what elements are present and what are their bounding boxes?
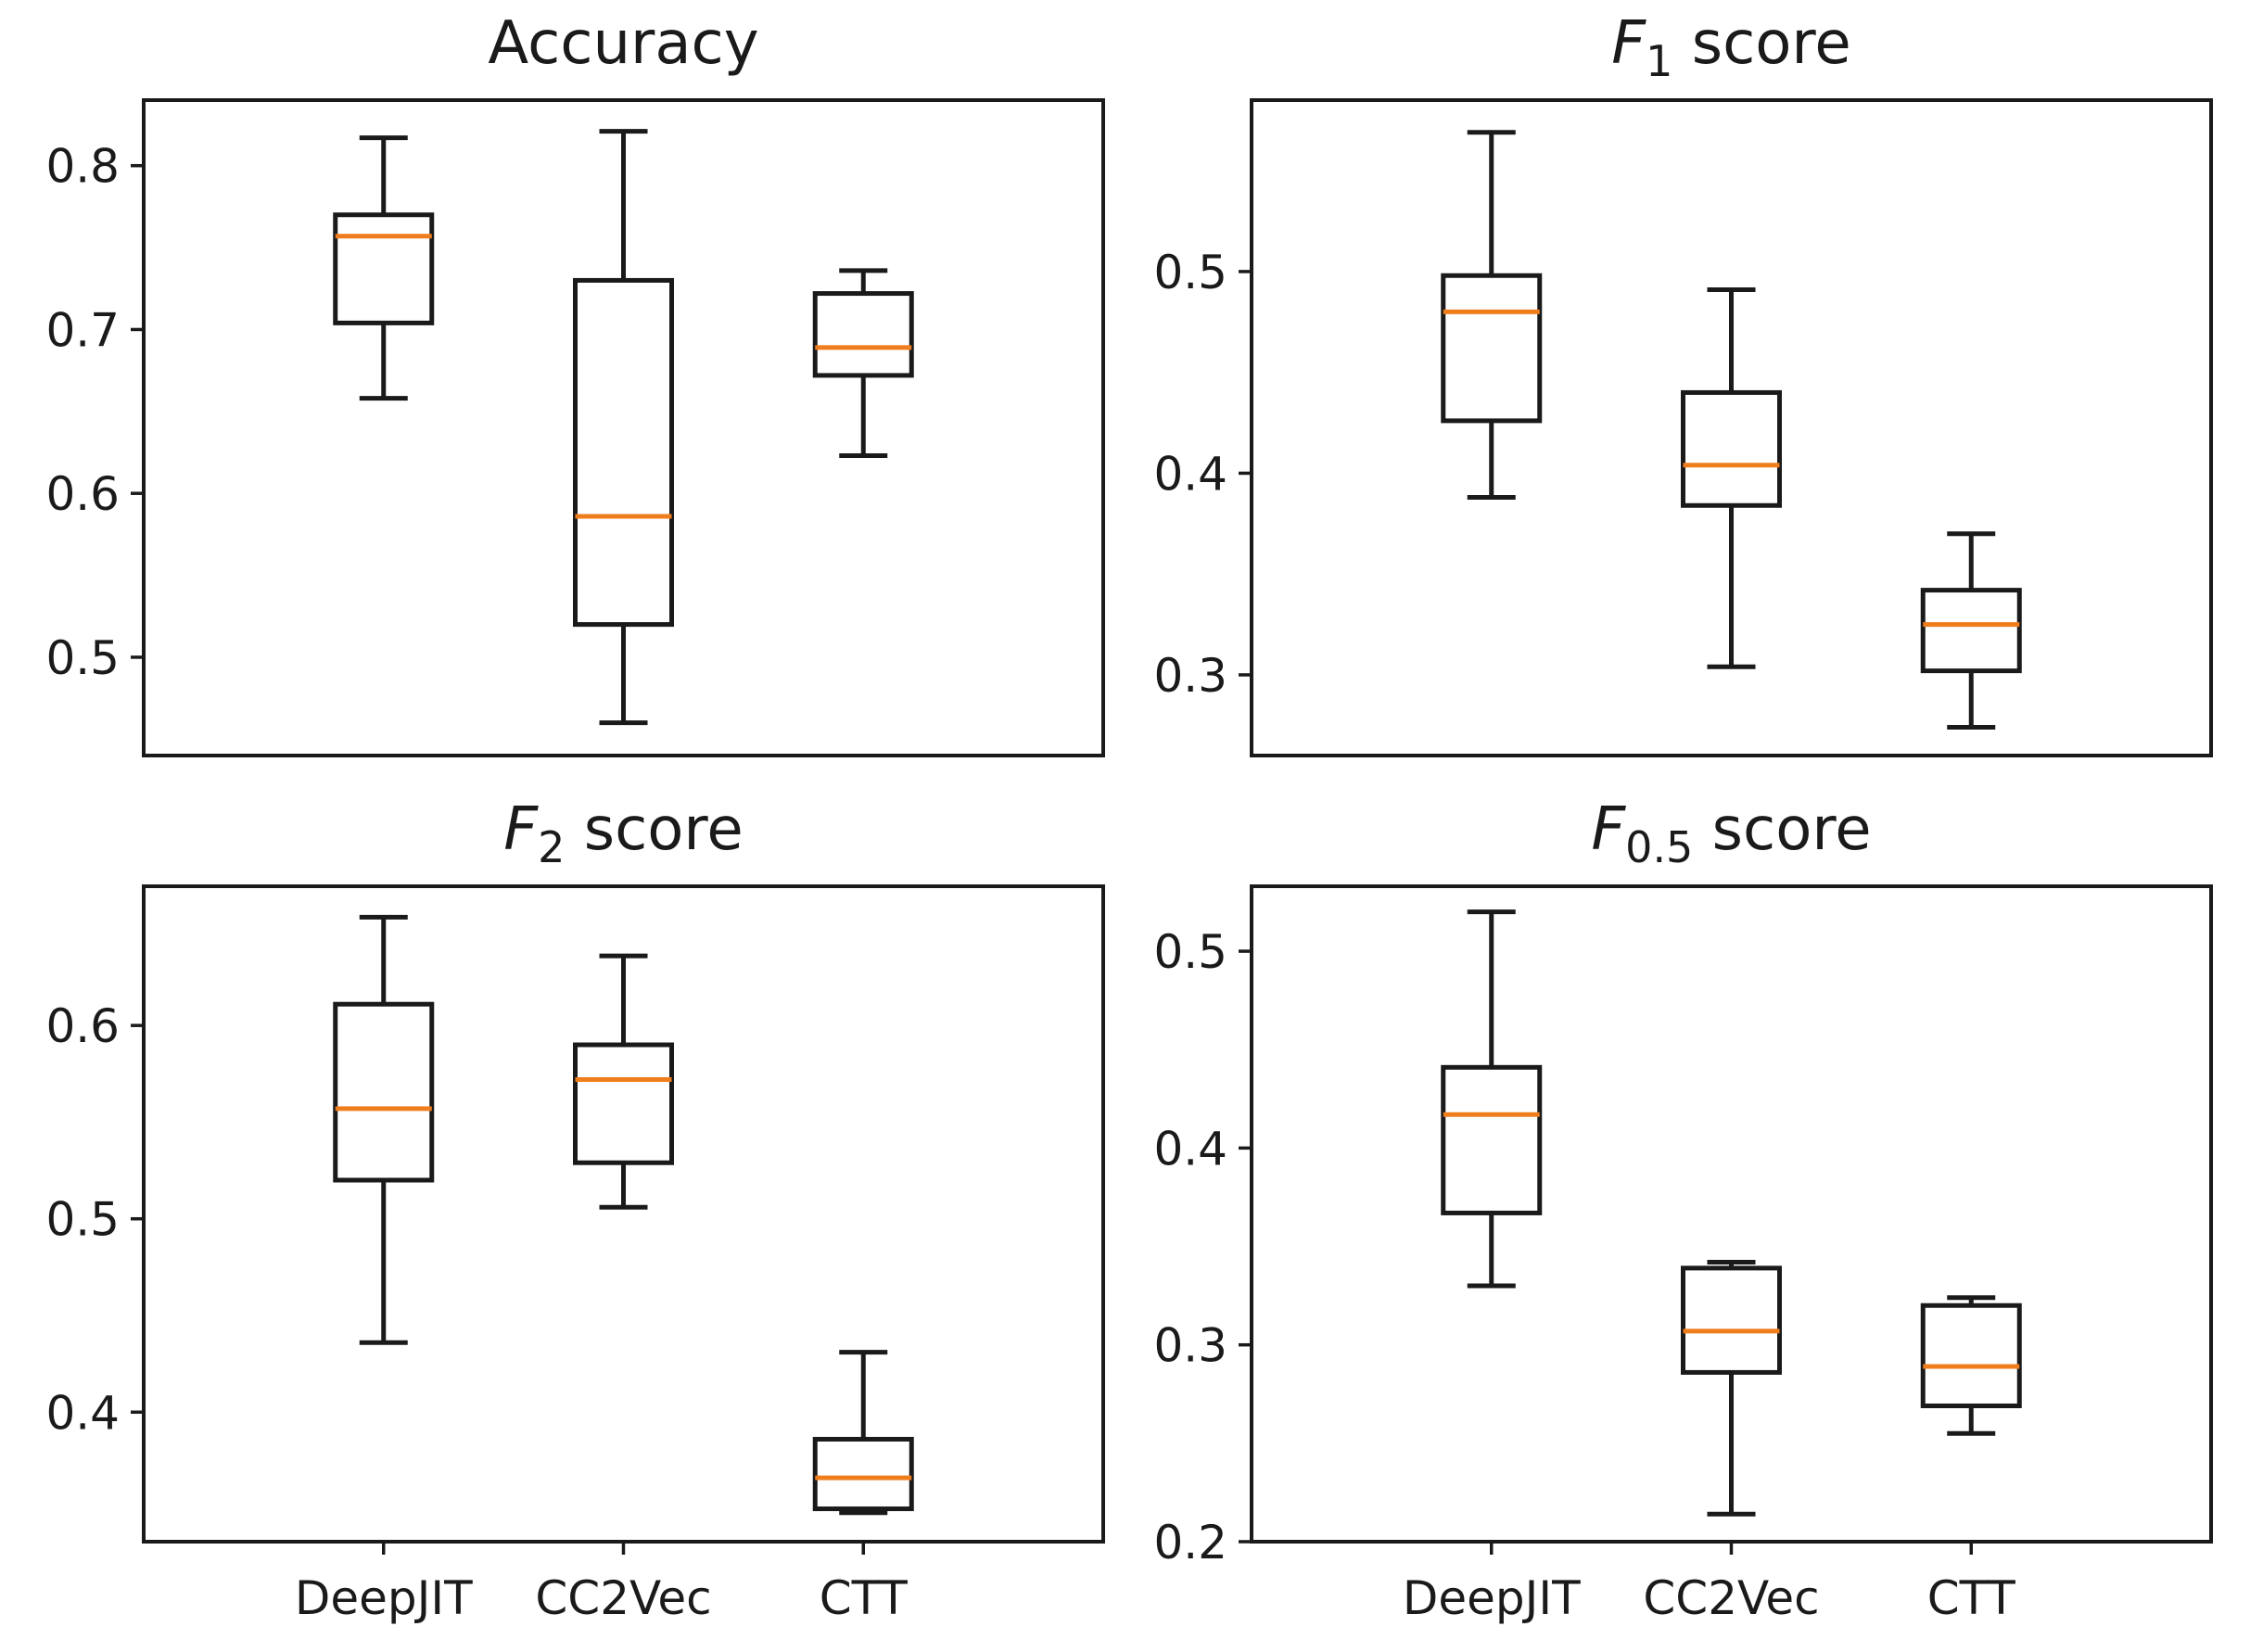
iqr-box [1441,273,1543,424]
iqr-box [1681,1265,1782,1375]
iqr-box [1920,1303,2022,1409]
y-tick-label: 0.6 [45,467,120,521]
box-CTT [812,1350,914,1516]
iqr-box [812,1436,914,1512]
y-tick-label: 0.3 [1153,649,1227,703]
y-tick-label: 0.7 [45,303,120,357]
box-CC2Vec [1681,286,1782,669]
iqr-box [333,212,435,325]
x-tick-label: CC2Vec [535,1571,711,1625]
x-tick-label: CC2Vec [1643,1571,1819,1625]
iqr-box [333,1001,435,1183]
box-CTT [812,268,914,459]
subplot-title: Accuracy [488,9,758,78]
box-CC2Vec [1681,1260,1782,1517]
subplot-2: F1 score 0.3 0.4 0.5 [1153,9,2213,757]
box-CC2Vec [573,129,674,726]
y-tick-label: 0.5 [1153,246,1227,299]
box-CC2Vec [573,953,674,1210]
iqr-box [573,1042,674,1165]
iqr-box [573,277,674,628]
x-tick-label: DeepJIT [295,1571,473,1625]
y-tick-label: 0.3 [1153,1319,1227,1373]
y-tick-label: 0.2 [1153,1516,1227,1569]
subplot-3: F2 score 0.4 0.5 0.6 DeepJIT CC2Vec CTT [45,795,1105,1625]
y-tick-label: 0.5 [45,1193,120,1247]
subplot-1: Accuracy 0.5 0.6 0.7 0.8 [45,9,1105,757]
x-tick-label: CTT [820,1571,909,1625]
iqr-box [1920,588,2022,674]
y-tick-label: 0.5 [1153,925,1227,979]
x-tick-label: DeepJIT [1403,1571,1581,1625]
y-tick-label: 0.5 [45,631,120,685]
box-DeepJIT [1441,909,1543,1289]
subplot-4: F0.5 score 0.2 0.3 0.4 0.5 DeepJIT CC2Vec CTT [1153,795,2213,1625]
y-tick-label: 0.8 [45,140,120,194]
box-CTT [1920,531,2022,731]
y-tick-label: 0.4 [45,1386,120,1440]
x-tick-label: CTT [1927,1571,2016,1625]
subplot-title: F0.5 score [1591,795,1871,872]
subplot-title: F2 score [503,795,743,872]
y-tick-label: 0.4 [1153,1122,1227,1175]
y-tick-label: 0.4 [1153,447,1227,501]
box-DeepJIT [333,914,435,1345]
iqr-box [1441,1064,1543,1215]
axes-frame [1250,98,2213,757]
axes-frame [142,98,1105,757]
y-tick-label: 0.6 [45,999,120,1053]
iqr-box [1681,389,1782,508]
box-CTT [1920,1295,2022,1436]
box-DeepJIT [333,135,435,401]
iqr-box [812,291,914,378]
box-DeepJIT [1441,130,1543,501]
subplot-title: F1 score [1611,9,1850,86]
